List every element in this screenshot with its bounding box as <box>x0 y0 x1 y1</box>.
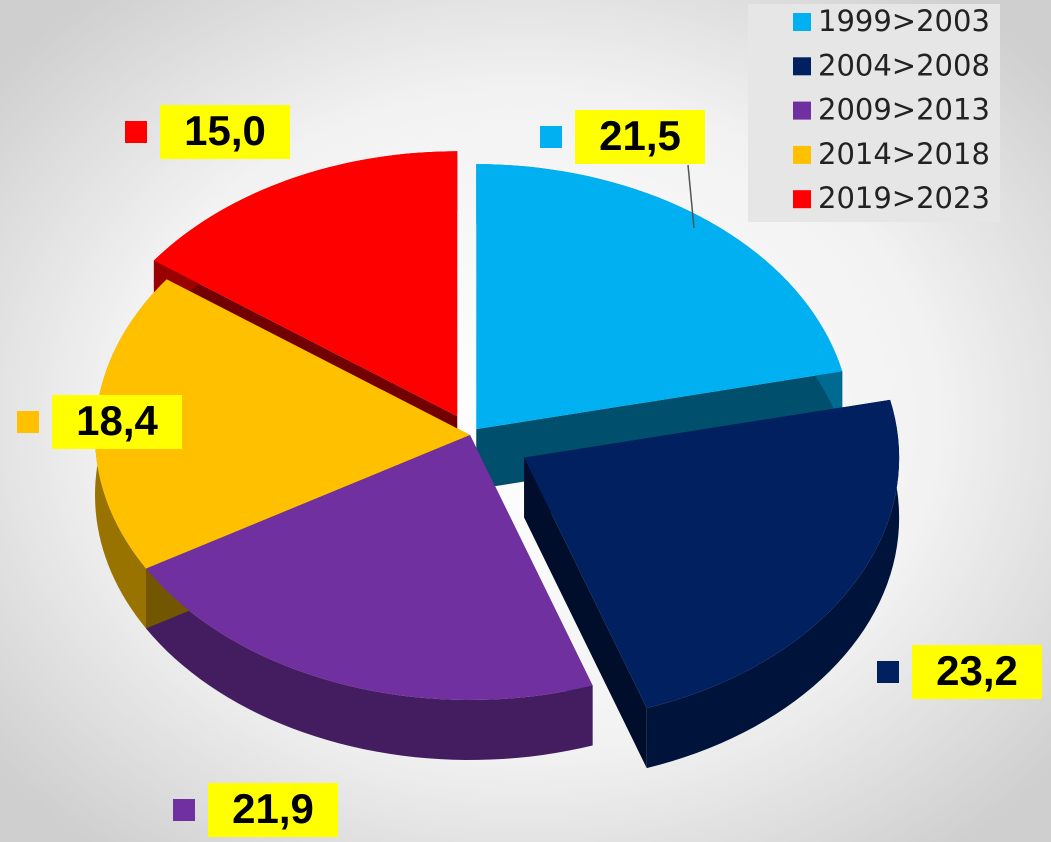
slice-side <box>646 399 900 769</box>
legend-swatch <box>793 101 811 120</box>
data-label: 18,4 <box>76 397 158 444</box>
data-label: 23,2 <box>936 647 1018 694</box>
slice <box>524 399 900 709</box>
label-box <box>575 110 705 164</box>
slice <box>153 151 458 417</box>
legend-swatch <box>793 13 811 31</box>
label-swatch <box>17 411 39 433</box>
slice <box>476 164 843 430</box>
leader-line <box>687 164 695 229</box>
label-swatch <box>173 799 195 821</box>
data-label: 21,5 <box>599 112 681 159</box>
label-box <box>912 645 1042 699</box>
label-swatch <box>877 661 899 683</box>
legend-label: 1999>2003 <box>818 4 990 38</box>
legend-box <box>748 4 1000 222</box>
data-label: 15,0 <box>184 107 266 154</box>
slice-side <box>146 568 593 760</box>
label-box <box>160 105 290 159</box>
legend-label: 2019>2023 <box>818 181 990 215</box>
legend-swatch <box>793 57 811 76</box>
legend-label: 2009>2013 <box>818 93 990 127</box>
slice <box>95 279 471 569</box>
data-label: 21,9 <box>232 785 314 832</box>
legend-label: 2014>2018 <box>818 137 990 171</box>
legend-swatch <box>793 190 811 209</box>
slice <box>146 435 593 700</box>
label-swatch <box>125 121 147 143</box>
slice-wall <box>524 457 647 769</box>
label-box <box>52 395 182 449</box>
legend-label: 2004>2008 <box>818 48 990 82</box>
legend-swatch <box>793 145 811 164</box>
label-box <box>208 783 338 837</box>
label-swatch <box>540 126 562 148</box>
